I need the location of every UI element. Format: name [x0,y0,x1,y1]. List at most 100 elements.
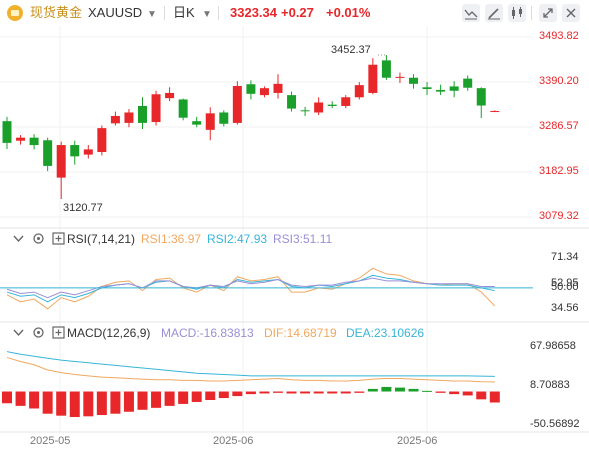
rsi-title: RSI(7,14,21) [67,232,136,246]
price-change-percent: +0.01% [326,5,371,20]
macd-histogram-bar [367,388,378,392]
candle-body [232,85,242,123]
candle-body [124,112,134,123]
divider [531,6,532,20]
macd-histogram-bar [110,391,121,414]
add-indicator-icon[interactable] [52,232,65,245]
candle-body [29,137,39,146]
period-selector[interactable]: 日K [173,5,195,20]
macd-histogram-bar [489,391,500,403]
period-dropdown-icon[interactable]: ▼ [202,9,212,20]
candle-body [381,60,391,78]
candle-body [2,121,12,143]
settings-icon[interactable] [32,326,45,339]
macd-histogram-bar [123,391,134,412]
candle-body [56,145,66,178]
macd-histogram-bar [435,391,446,393]
macd-histogram-bar [273,391,283,393]
macd-histogram-bar [245,391,256,395]
candle-body [246,84,256,94]
macd-dea-line [6,351,495,377]
dea-value: DEA:23.10626 [346,326,425,340]
candle-body [83,149,93,155]
fullscreen-button[interactable] [539,4,557,22]
macd-histogram-bar [422,390,433,392]
candle-body [422,87,432,90]
candle-body [151,94,161,123]
macd-histogram-bar [29,391,40,409]
add-indicator-icon[interactable] [52,326,65,339]
price-tick-label: 3493.82 [539,30,579,42]
macd-title: MACD(12,26,9) [67,326,151,340]
instrument-name[interactable]: 现货黄金 [30,5,83,20]
candle-body [436,89,446,92]
macd-histogram-bar [83,391,94,417]
indicator-tool-button[interactable] [462,4,480,22]
symbol-label[interactable]: XAUUSD [88,5,143,20]
divider [164,6,165,20]
macd-histogram-bar [178,391,189,404]
macd-histogram-bar [151,391,162,408]
candle-body [110,115,120,124]
macd-histogram-bar [449,391,460,395]
candle-body [314,102,324,113]
high-price-label: 3452.37 [331,44,371,56]
macd-histogram-bar [218,391,229,399]
chart-type-button[interactable] [508,4,526,22]
macd-histogram-bar [476,391,487,400]
macd-histogram-bar [354,391,365,393]
rsi-line-rsi2 [6,274,495,303]
draw-tool-button[interactable] [485,4,503,22]
macd-histogram-bar [300,391,311,394]
expand-icon [543,8,553,18]
candle-body [341,97,351,106]
pencil-icon [488,8,500,20]
chart-line-icon [464,9,478,20]
price-change: +0.27 [281,5,314,20]
collapse-icon[interactable] [12,326,25,339]
candle-body [273,83,283,93]
candle-body [97,128,107,153]
candle-body [138,105,147,123]
last-price: 3323.34 [230,5,277,20]
rsi3-value: RSI3:51.11 [273,232,333,246]
macd-histogram-bar [381,386,392,392]
candle-body [16,137,26,141]
close-button[interactable] [562,4,580,22]
rsi1-value: RSI1:36.97 [141,232,202,246]
candle-body [476,88,486,106]
low-price-label: 3120.77 [63,202,103,214]
candle-body [192,121,202,125]
macd-value: MACD:-16.83813 [161,326,254,340]
candle-body [327,104,337,106]
date-label: 2025-06 [213,435,254,447]
candle-body [395,76,405,78]
candle-body [449,86,459,91]
macd-histogram-bar [137,391,148,410]
macd-histogram-bar [408,388,419,392]
candle-body [259,88,269,96]
candle-body [463,78,473,88]
rsi2-value: RSI2:47.93 [207,232,268,246]
settings-icon[interactable] [32,232,45,245]
candlestick-icon [512,7,522,19]
macd-histogram-bar [313,391,324,394]
rsi-line-rsi3 [6,277,495,299]
collapse-icon[interactable] [12,232,25,245]
gold-coin-icon [7,5,23,21]
macd-histogram-bar [327,391,338,394]
candle-body [165,92,175,99]
macd-histogram-bar [191,391,202,402]
rsi-tick-label: 34.56 [551,302,579,315]
symbol-dropdown-icon[interactable]: ▼ [147,9,157,20]
date-label: 2025-05 [30,435,71,447]
macd-histogram-bar [56,391,67,416]
macd-histogram-bar [42,391,53,414]
divider [218,6,219,20]
macd-tick-label: 8.70883 [530,378,570,391]
macd-histogram-bar [340,391,351,394]
macd-histogram-bar [232,391,243,397]
macd-histogram-bar [69,391,80,417]
macd-histogram-bar [394,387,405,392]
